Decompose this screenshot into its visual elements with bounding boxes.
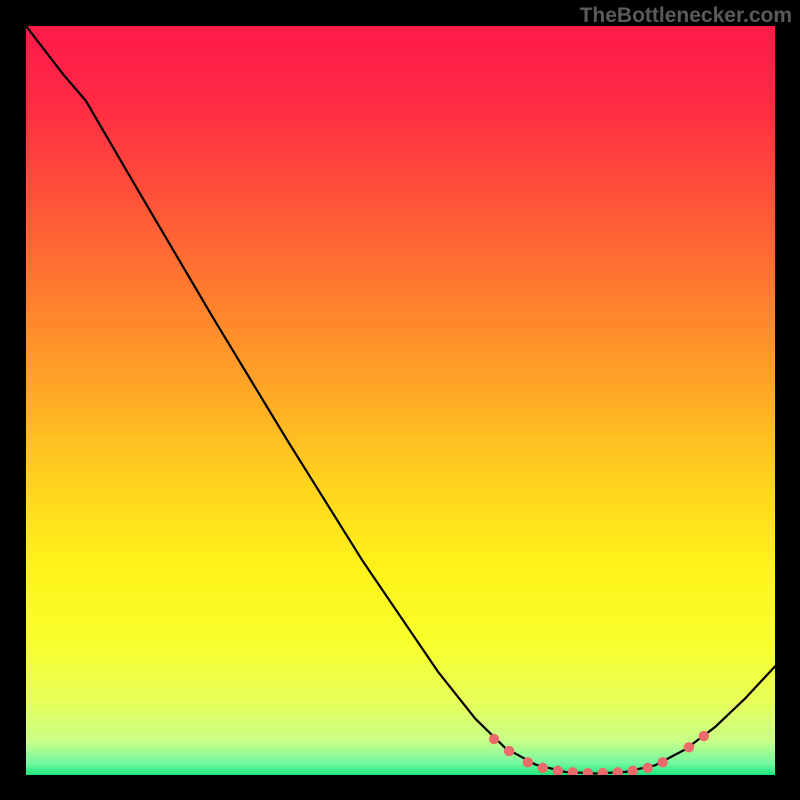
curve-marker	[583, 768, 593, 775]
curve-marker	[553, 766, 563, 775]
curve-marker	[568, 767, 578, 775]
curve-marker	[489, 734, 499, 744]
curve-marker	[613, 767, 623, 775]
curve-marker	[538, 763, 548, 773]
curve-markers	[489, 731, 709, 775]
curve-marker	[699, 731, 709, 741]
bottleneck-curve	[26, 26, 775, 774]
curve-marker	[627, 766, 637, 775]
chart-container: TheBottlenecker.com	[0, 0, 800, 800]
curve-marker	[684, 742, 694, 752]
curve-marker	[523, 757, 533, 767]
curve-marker	[657, 757, 667, 767]
curve-marker	[642, 763, 652, 773]
curve-marker	[504, 746, 514, 756]
watermark-text: TheBottlenecker.com	[580, 4, 792, 28]
curve-marker	[598, 768, 608, 775]
plot-area	[26, 26, 775, 775]
chart-overlay	[26, 26, 775, 775]
